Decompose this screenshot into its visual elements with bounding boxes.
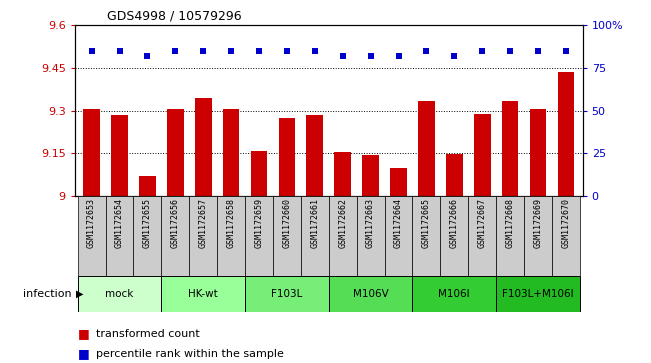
Bar	[167, 109, 184, 196]
Bar	[273, 196, 301, 276]
Bar	[468, 196, 496, 276]
Point	[505, 48, 516, 54]
Bar	[413, 276, 496, 312]
Text: M106I: M106I	[439, 289, 470, 299]
Point	[142, 53, 152, 59]
Bar	[133, 196, 161, 276]
Point	[533, 48, 543, 54]
Text: HK-wt: HK-wt	[188, 289, 218, 299]
Point	[561, 48, 571, 54]
Text: GSM1172654: GSM1172654	[115, 199, 124, 248]
Bar	[195, 98, 212, 196]
Text: GSM1172666: GSM1172666	[450, 199, 459, 248]
Text: ■: ■	[78, 327, 90, 340]
Point	[393, 53, 404, 59]
Point	[477, 48, 488, 54]
Bar	[105, 196, 133, 276]
Point	[87, 48, 97, 54]
Bar	[251, 151, 268, 196]
Text: GSM1172661: GSM1172661	[311, 199, 319, 248]
Text: GSM1172662: GSM1172662	[339, 199, 347, 248]
Text: GSM1172668: GSM1172668	[506, 199, 514, 248]
Bar	[139, 176, 156, 196]
Bar	[557, 72, 574, 196]
Text: GSM1172665: GSM1172665	[422, 199, 431, 248]
Bar	[446, 154, 463, 196]
Text: GSM1172655: GSM1172655	[143, 199, 152, 248]
Bar	[413, 196, 440, 276]
Bar	[307, 115, 323, 196]
Bar	[530, 109, 546, 196]
Bar	[362, 155, 379, 196]
Text: GSM1172658: GSM1172658	[227, 199, 236, 248]
Text: F103L: F103L	[271, 289, 303, 299]
Point	[449, 53, 460, 59]
Text: GSM1172663: GSM1172663	[366, 199, 375, 248]
Bar	[217, 196, 245, 276]
Bar	[552, 196, 580, 276]
Bar	[189, 196, 217, 276]
Bar	[496, 276, 580, 312]
Bar	[301, 196, 329, 276]
Point	[198, 48, 208, 54]
Point	[115, 48, 125, 54]
Text: GSM1172656: GSM1172656	[171, 199, 180, 248]
Text: ■: ■	[78, 347, 90, 360]
Bar	[329, 196, 357, 276]
Bar	[83, 109, 100, 196]
Point	[421, 48, 432, 54]
Text: GSM1172669: GSM1172669	[534, 199, 542, 248]
Text: GSM1172653: GSM1172653	[87, 199, 96, 248]
Bar	[502, 101, 518, 196]
Bar	[496, 196, 524, 276]
Text: ▶: ▶	[76, 289, 84, 299]
Text: GSM1172667: GSM1172667	[478, 199, 487, 248]
Bar	[279, 118, 296, 196]
Text: GSM1172659: GSM1172659	[255, 199, 264, 248]
Text: GSM1172660: GSM1172660	[283, 199, 292, 248]
Text: M106V: M106V	[353, 289, 389, 299]
Point	[337, 53, 348, 59]
Bar	[245, 196, 273, 276]
Text: F103L+M106I: F103L+M106I	[502, 289, 574, 299]
Bar	[390, 168, 407, 196]
Bar	[385, 196, 413, 276]
Point	[226, 48, 236, 54]
Bar	[77, 276, 161, 312]
Bar	[161, 276, 245, 312]
Point	[170, 48, 180, 54]
Bar	[111, 115, 128, 196]
Text: GSM1172670: GSM1172670	[561, 199, 570, 248]
Bar	[77, 196, 105, 276]
Point	[282, 48, 292, 54]
Text: infection: infection	[23, 289, 72, 299]
Text: transformed count: transformed count	[96, 329, 199, 339]
Bar	[357, 196, 385, 276]
Text: percentile rank within the sample: percentile rank within the sample	[96, 349, 284, 359]
Point	[254, 48, 264, 54]
Text: GDS4998 / 10579296: GDS4998 / 10579296	[107, 9, 242, 22]
Point	[365, 53, 376, 59]
Text: mock: mock	[105, 289, 133, 299]
Bar	[474, 114, 491, 196]
Bar	[418, 101, 435, 196]
Bar	[329, 276, 413, 312]
Bar	[335, 152, 351, 196]
Bar	[161, 196, 189, 276]
Text: GSM1172664: GSM1172664	[394, 199, 403, 248]
Bar	[524, 196, 552, 276]
Point	[310, 48, 320, 54]
Bar	[245, 276, 329, 312]
Text: GSM1172657: GSM1172657	[199, 199, 208, 248]
Bar	[440, 196, 468, 276]
Bar	[223, 109, 240, 196]
